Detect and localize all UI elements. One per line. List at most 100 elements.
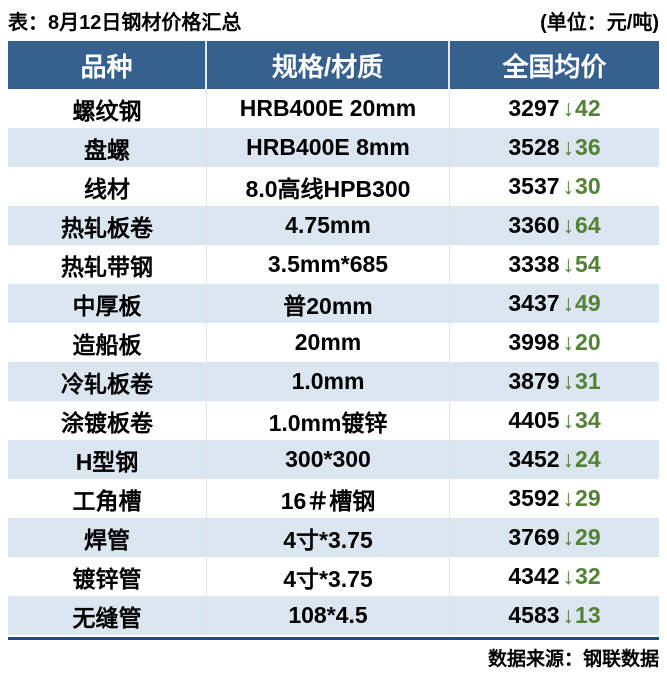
down-arrow-icon: ↓: [562, 134, 575, 160]
down-arrow-icon: ↓: [562, 290, 575, 316]
down-arrow-icon: ↓: [562, 173, 575, 199]
table-row: 线材 8.0高线HPB300 3537 ↓ 30: [8, 167, 659, 206]
product-name: 热轧板卷: [8, 206, 207, 245]
price-value: 3360: [508, 212, 560, 238]
down-arrow-icon: ↓: [562, 95, 575, 121]
spec-value: 4.75mm: [207, 206, 450, 245]
product-name: 热轧带钢: [8, 245, 207, 284]
price-value: 4583: [508, 602, 560, 628]
spec-value: HRB400E 20mm: [207, 89, 450, 128]
price-cell: 3437 ↓ 49: [450, 284, 659, 323]
change-value: 42: [575, 95, 601, 121]
product-name: 螺纹钢: [8, 89, 207, 128]
price-cell: 3592 ↓ 29: [450, 479, 659, 518]
table-row: 镀锌管 4寸*3.75 4342 ↓ 32: [8, 557, 659, 596]
change-value: 64: [575, 212, 601, 238]
price-value: 3528: [508, 134, 560, 160]
price-cell: 3452 ↓ 24: [450, 440, 659, 479]
price-value: 3437: [508, 290, 560, 316]
price-cell: 3360 ↓ 64: [450, 206, 659, 245]
change-value: 20: [575, 329, 601, 355]
down-arrow-icon: ↓: [562, 485, 575, 511]
product-name: 无缝管: [8, 596, 207, 635]
product-name: 工角槽: [8, 479, 207, 518]
price-cell: 4583 ↓ 13: [450, 596, 659, 635]
spec-value: 20mm: [207, 323, 450, 362]
price-change: ↓ 29: [563, 485, 601, 512]
change-value: 29: [575, 485, 601, 511]
price-change: ↓ 42: [563, 95, 601, 122]
table-row: 焊管 4寸*3.75 3769 ↓ 29: [8, 518, 659, 557]
price-value: 4405: [508, 407, 560, 433]
product-name: 冷轧板卷: [8, 362, 207, 401]
change-value: 29: [575, 524, 601, 550]
price-change: ↓ 30: [563, 173, 601, 200]
unit-label: (单位：元/吨): [540, 12, 659, 34]
price-change: ↓ 29: [563, 524, 601, 551]
table-row: 冷轧板卷 1.0mm 3879 ↓ 31: [8, 362, 659, 401]
price-cell: 3879 ↓ 31: [450, 362, 659, 401]
table-title: 表：8月12日钢材价格汇总: [8, 12, 242, 34]
spec-value: HRB400E 8mm: [207, 128, 450, 167]
spec-value: 16＃槽钢: [207, 479, 450, 518]
header-product-column: 品种: [8, 41, 207, 89]
footer: 数据来源：钢联数据: [0, 640, 667, 671]
price-value: 3452: [508, 446, 560, 472]
down-arrow-icon: ↓: [562, 524, 575, 550]
product-name: 盘螺: [8, 128, 207, 167]
table-header-row: 品种 规格/材质 全国均价: [8, 41, 659, 89]
change-value: 36: [575, 134, 601, 160]
spec-value: 8.0高线HPB300: [207, 167, 450, 206]
price-change: ↓ 13: [563, 602, 601, 629]
table-row: 造船板 20mm 3998 ↓ 20: [8, 323, 659, 362]
spec-value: 1.0mm: [207, 362, 450, 401]
spec-value: 108*4.5: [207, 596, 450, 635]
table-row: 盘螺 HRB400E 8mm 3528 ↓ 36: [8, 128, 659, 167]
down-arrow-icon: ↓: [562, 212, 575, 238]
product-name: 线材: [8, 167, 207, 206]
change-value: 24: [575, 446, 601, 472]
price-value: 3297: [508, 95, 560, 121]
down-arrow-icon: ↓: [562, 446, 575, 472]
table-body: 螺纹钢 HRB400E 20mm 3297 ↓ 42 盘螺 HRB400E 8mm…: [8, 89, 659, 635]
price-change: ↓ 32: [563, 563, 601, 590]
change-value: 54: [575, 251, 601, 277]
header-spec-column: 规格/材质: [207, 41, 450, 89]
price-change: ↓ 34: [563, 407, 601, 434]
price-value: 3537: [508, 173, 560, 199]
product-name: 镀锌管: [8, 557, 207, 596]
table-bottom-rule: [8, 637, 659, 640]
data-source-label: 数据来源：钢联数据: [487, 649, 659, 670]
spec-value: 4寸*3.75: [207, 518, 450, 557]
product-name: H型钢: [8, 440, 207, 479]
price-change: ↓ 49: [563, 290, 601, 317]
product-name: 中厚板: [8, 284, 207, 323]
change-value: 34: [575, 407, 601, 433]
table-row: 热轧板卷 4.75mm 3360 ↓ 64: [8, 206, 659, 245]
table-row: 热轧带钢 3.5mm*685 3338 ↓ 54: [8, 245, 659, 284]
change-value: 30: [575, 173, 601, 199]
down-arrow-icon: ↓: [562, 563, 575, 589]
table-row: 工角槽 16＃槽钢 3592 ↓ 29: [8, 479, 659, 518]
price-value: 3769: [508, 524, 560, 550]
down-arrow-icon: ↓: [562, 407, 575, 433]
price-value: 3879: [508, 368, 560, 394]
price-cell: 3998 ↓ 20: [450, 323, 659, 362]
table-row: 无缝管 108*4.5 4583 ↓ 13: [8, 596, 659, 635]
price-change: ↓ 20: [563, 329, 601, 356]
down-arrow-icon: ↓: [562, 329, 575, 355]
price-table: 品种 规格/材质 全国均价 螺纹钢 HRB400E 20mm 3297 ↓ 42 …: [8, 41, 659, 635]
change-value: 49: [575, 290, 601, 316]
table-row: 涂镀板卷 1.0mm镀锌 4405 ↓ 34: [8, 401, 659, 440]
price-cell: 3769 ↓ 29: [450, 518, 659, 557]
price-cell: 3338 ↓ 54: [450, 245, 659, 284]
product-name: 焊管: [8, 518, 207, 557]
price-value: 3592: [508, 485, 560, 511]
spec-value: 300*300: [207, 440, 450, 479]
price-change: ↓ 64: [563, 212, 601, 239]
price-cell: 3297 ↓ 42: [450, 89, 659, 128]
change-value: 13: [575, 602, 601, 628]
spec-value: 普20mm: [207, 284, 450, 323]
header-avg-price-column: 全国均价: [502, 51, 607, 82]
